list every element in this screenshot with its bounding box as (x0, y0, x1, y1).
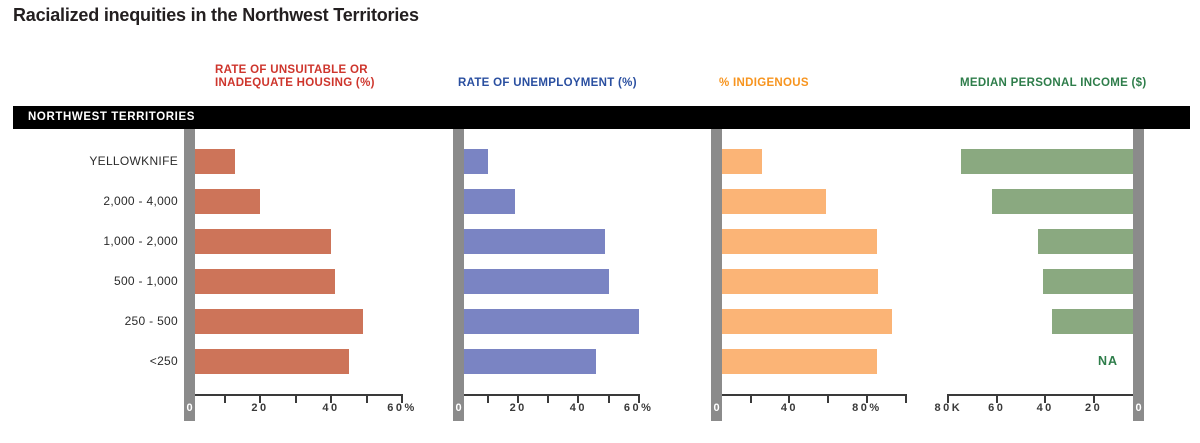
axis-zero-label: 0 (186, 402, 193, 414)
axis-tick (865, 394, 868, 403)
axis-tick (259, 394, 261, 403)
axis-zero-bar (453, 128, 464, 421)
row-label: 1,000 - 2,000 (103, 234, 178, 248)
row-label: <250 (149, 354, 178, 368)
bar (189, 309, 363, 334)
axis-tick (1044, 394, 1047, 403)
bar (712, 269, 879, 294)
axis-line (948, 394, 1133, 396)
axis-tick (788, 394, 791, 403)
axis-tick-label: 20 (509, 402, 527, 414)
region-band: NORTHWEST TERRITORIES (13, 106, 1190, 129)
na-value: NA (1097, 354, 1119, 368)
axis-tick-label: 40 (1036, 402, 1054, 414)
axis-tick (607, 394, 610, 403)
bar (712, 229, 877, 254)
bar (189, 269, 335, 294)
bar (712, 349, 877, 374)
axis-tick-label: 40 (322, 402, 340, 414)
axis-line (195, 394, 402, 396)
axis-tick-label: 40 (569, 402, 588, 414)
bar (458, 269, 609, 294)
axis-tick-label: 20 (251, 402, 269, 414)
axis-tick-label: 60 (988, 402, 1006, 414)
axis-tick (995, 394, 998, 403)
axis-tick (517, 394, 520, 403)
axis-tick (827, 394, 830, 403)
axis-zero-bar (184, 128, 195, 421)
row-label: YELLOWKNIFE (89, 154, 178, 168)
axis-line (464, 394, 639, 396)
row-label: 500 - 1,000 (113, 274, 178, 288)
bar (1037, 229, 1142, 254)
axis-tick (294, 394, 297, 403)
bar (189, 149, 236, 174)
panel-title-unemployment: RATE OF UNEMPLOYMENT (%) (458, 77, 637, 89)
page-title: Racialized inequities in the Northwest T… (13, 5, 419, 25)
axis-line (722, 394, 906, 396)
axis-tick (1092, 394, 1095, 403)
bar (458, 229, 606, 254)
region-band-label: NORTHWEST TERRITORIES (28, 111, 196, 123)
row-label: 2,000 - 4,000 (103, 194, 178, 208)
axis-tick (749, 394, 752, 403)
axis-tick (223, 394, 226, 403)
bar (960, 149, 1142, 174)
axis-tick-label: 80% (852, 402, 882, 414)
axis-tick (577, 394, 580, 403)
axis-zero-label: 0 (713, 402, 720, 414)
bar (458, 309, 639, 334)
axis-tick-label: 80K (934, 402, 963, 414)
bar (189, 189, 260, 214)
bar (712, 189, 827, 214)
panel-title-indigenous: % INDIGENOUS (719, 77, 809, 89)
panel-title-housing: RATE OF UNSUITABLE OR INADEQUATE HOUSING… (215, 64, 375, 89)
bar (189, 349, 349, 374)
bar (712, 309, 893, 334)
axis-tick (401, 394, 403, 403)
axis-zero-bar (1133, 128, 1144, 421)
axis-tick-label: 60% (623, 402, 654, 414)
axis-zero-label: 0 (455, 402, 462, 414)
axis-tick (904, 394, 907, 403)
axis-tick-label: 60% (387, 402, 417, 414)
axis-tick-label: 40 (780, 402, 799, 414)
bar (189, 229, 331, 254)
axis-tick (947, 394, 950, 403)
bar (458, 349, 597, 374)
axis-tick (330, 394, 332, 403)
bar (1052, 309, 1142, 334)
axis-zero-label: 0 (1135, 402, 1142, 414)
axis-tick (547, 394, 550, 403)
row-label: 250 - 500 (124, 314, 178, 328)
axis-tick (487, 394, 490, 403)
bar (458, 189, 516, 214)
panel-title-income: MEDIAN PERSONAL INCOME ($) (960, 77, 1147, 89)
axis-tick-label: 20 (1084, 402, 1103, 414)
axis-tick (637, 394, 640, 403)
axis-zero-bar (711, 128, 722, 421)
bar (991, 189, 1142, 214)
axis-tick (365, 394, 368, 403)
bar (1042, 269, 1142, 294)
